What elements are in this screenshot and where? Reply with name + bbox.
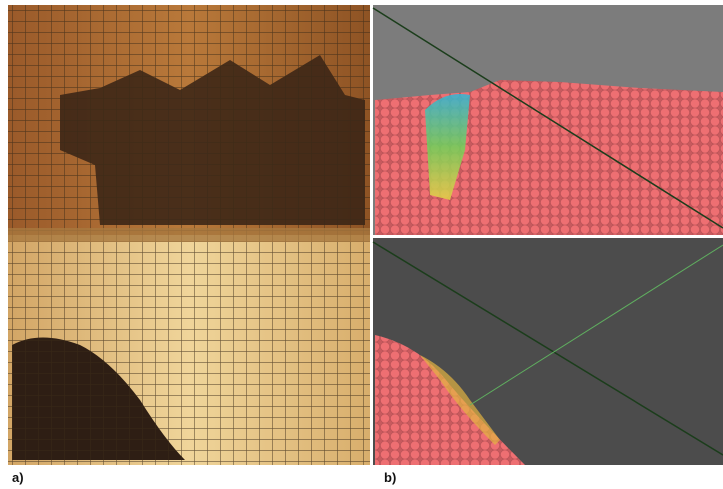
simulation-panel <box>373 5 723 465</box>
frame-bar <box>8 228 370 242</box>
particles-upper <box>375 80 723 235</box>
panel-label: a) <box>12 470 24 485</box>
panel-label: b) <box>384 470 396 485</box>
photo-panel <box>8 5 370 465</box>
figure: a) b) <box>0 0 723 489</box>
